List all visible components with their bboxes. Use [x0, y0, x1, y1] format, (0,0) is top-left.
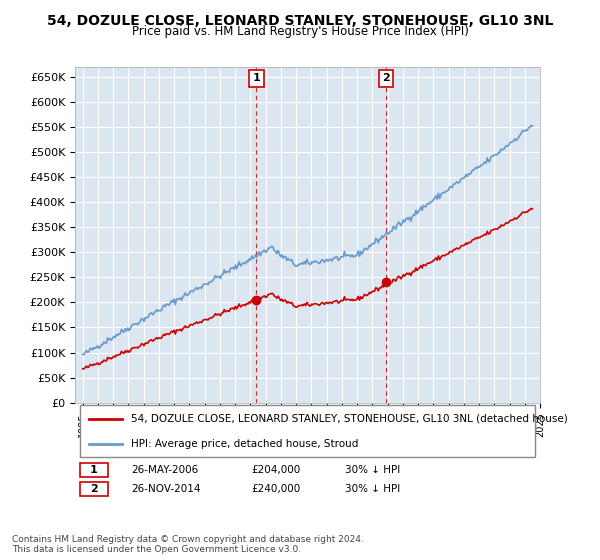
- Text: £204,000: £204,000: [252, 465, 301, 475]
- Text: 26-NOV-2014: 26-NOV-2014: [131, 484, 200, 494]
- Text: 2: 2: [90, 484, 97, 494]
- Text: 2: 2: [382, 73, 390, 83]
- Text: 54, DOZULE CLOSE, LEONARD STANLEY, STONEHOUSE, GL10 3NL: 54, DOZULE CLOSE, LEONARD STANLEY, STONE…: [47, 14, 553, 28]
- Text: 30% ↓ HPI: 30% ↓ HPI: [344, 484, 400, 494]
- Text: Price paid vs. HM Land Registry's House Price Index (HPI): Price paid vs. HM Land Registry's House …: [131, 25, 469, 38]
- FancyBboxPatch shape: [80, 482, 107, 497]
- FancyBboxPatch shape: [80, 463, 107, 477]
- Text: Contains HM Land Registry data © Crown copyright and database right 2024.
This d: Contains HM Land Registry data © Crown c…: [12, 535, 364, 554]
- Text: 26-MAY-2006: 26-MAY-2006: [131, 465, 198, 475]
- Text: 30% ↓ HPI: 30% ↓ HPI: [344, 465, 400, 475]
- Text: HPI: Average price, detached house, Stroud: HPI: Average price, detached house, Stro…: [131, 439, 358, 449]
- Text: 54, DOZULE CLOSE, LEONARD STANLEY, STONEHOUSE, GL10 3NL (detached house): 54, DOZULE CLOSE, LEONARD STANLEY, STONE…: [131, 414, 568, 424]
- Text: £240,000: £240,000: [252, 484, 301, 494]
- Text: 1: 1: [90, 465, 97, 475]
- Text: 1: 1: [253, 73, 260, 83]
